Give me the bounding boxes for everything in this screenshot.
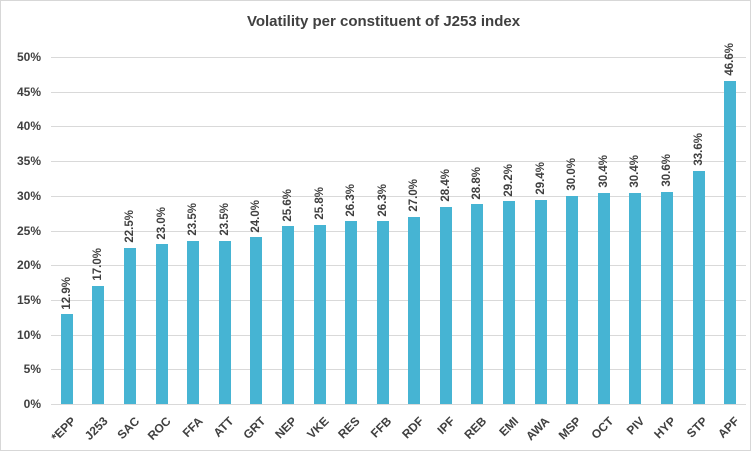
bar-res — [345, 221, 358, 404]
bar-epp — [60, 314, 73, 404]
bar-value-label: 17.0% — [92, 248, 105, 282]
bar-rdf — [408, 216, 421, 404]
x-axis-tick-label: OCT — [587, 414, 616, 442]
chart-title: Volatility per constituent of J253 index — [246, 13, 521, 30]
bar-stp — [692, 170, 705, 404]
x-axis-tick-label: ROC — [144, 414, 174, 443]
gridline — [51, 369, 746, 370]
gridline — [51, 126, 746, 127]
bar-emi — [503, 201, 516, 404]
bar-value-label: 23.5% — [218, 203, 231, 236]
bar-hyp — [661, 191, 674, 404]
bar-value-label: 28.4% — [439, 169, 452, 202]
x-axis-tick-label: ATT — [210, 414, 237, 440]
bar-nep — [281, 226, 294, 404]
y-axis-tick-label: 25% — [16, 224, 41, 238]
bar-ffa — [187, 240, 200, 404]
bar-piv — [629, 193, 642, 404]
bar-ipf — [439, 206, 452, 404]
x-axis-tick-label: REB — [461, 414, 490, 442]
bar-value-label: 46.6% — [724, 43, 737, 76]
bar-value-label: 29.2% — [503, 163, 516, 197]
x-axis-tick-label: NEP — [272, 414, 300, 442]
bar-reb — [471, 204, 484, 404]
bar-value-label: 30.0% — [566, 158, 579, 191]
bar-value-label: 30.6% — [661, 154, 674, 187]
bar-value-label: 26.3% — [376, 183, 389, 217]
x-axis-tick-label: SAC — [114, 414, 142, 442]
y-axis-tick-label: 0% — [23, 397, 41, 411]
bar-value-label: 12.9% — [60, 276, 73, 310]
bar-j253 — [92, 286, 105, 404]
bar-value-label: 29.4% — [534, 162, 547, 195]
x-axis-tick-label: J253 — [81, 414, 111, 443]
bar-sac — [123, 247, 136, 404]
x-axis-tick-label: VKE — [304, 414, 332, 442]
bar-value-label: 22.5% — [123, 210, 136, 243]
x-axis-tick-label: STP — [684, 414, 711, 441]
y-axis: 0% 5% 10% 15% 20% 25% 30% 35% 40% 45% 50% — [1, 50, 47, 411]
y-axis-tick-label: 30% — [16, 189, 41, 203]
bar-value-label: 30.4% — [629, 155, 642, 189]
y-axis-tick-label: 35% — [16, 154, 41, 168]
bar-value-label: 24.0% — [250, 199, 263, 233]
x-axis-tick-label: APF — [715, 414, 743, 441]
bar-vke — [313, 224, 326, 404]
bar-value-label: 25.8% — [313, 187, 326, 220]
bar-value-label: 23.0% — [155, 206, 168, 240]
x-axis-tick-label: MSP — [555, 414, 585, 443]
y-axis-tick-label: 45% — [16, 85, 41, 99]
gridline — [51, 335, 746, 336]
bar-ffb — [376, 221, 389, 404]
x-axis-tick-label: RDF — [398, 414, 427, 442]
x-axis-tick-label: RES — [335, 414, 364, 442]
x-axis-tick-label: GRT — [240, 414, 269, 442]
x-axis-tick-label: IPF — [434, 414, 458, 438]
gridline — [51, 231, 746, 232]
plot-area: 12.9% 17.0% 22.5% 23.0% 23.5% 23.5% 24.0% 25.6%… — [51, 43, 746, 405]
x-axis-tick-label: FFA — [179, 414, 206, 440]
gridline — [51, 300, 746, 301]
gridline — [51, 404, 746, 405]
bar-att — [218, 240, 231, 404]
bar-value-label: 27.0% — [408, 179, 421, 212]
gridline — [51, 92, 746, 93]
bar-value-label: 25.6% — [281, 188, 294, 222]
bar-msp — [566, 195, 579, 404]
gridline — [51, 57, 746, 58]
bar-value-label: 26.3% — [345, 183, 358, 217]
x-axis-tick-label: EMI — [496, 414, 522, 440]
x-axis-tick-label: *EPP — [48, 414, 79, 445]
gridline — [51, 265, 746, 266]
x-axis-tick-label: PIV — [623, 414, 648, 438]
x-axis: *EPP J253 SAC ROC FFA ATT GRT NEP VKE RES FFB RDF IP… — [48, 404, 746, 452]
y-axis-tick-label: 10% — [16, 328, 41, 342]
bar-value-label: 33.6% — [692, 133, 705, 166]
bar-grt — [250, 237, 263, 404]
x-axis-tick-label: HYP — [651, 414, 679, 442]
bar-awa — [534, 199, 547, 404]
y-axis-tick-label: 15% — [16, 293, 41, 307]
y-axis-tick-label: 50% — [16, 50, 41, 64]
y-axis-tick-label: 5% — [23, 362, 41, 376]
y-axis-tick-label: 20% — [16, 258, 41, 272]
gridline — [51, 196, 746, 197]
x-axis-tick-label: AWA — [523, 414, 553, 444]
bar-value-label: 23.5% — [187, 203, 200, 236]
bar-oct — [597, 193, 610, 404]
bar-value-label: 30.4% — [597, 155, 610, 189]
bar-roc — [155, 244, 168, 404]
bar-apf — [724, 80, 737, 404]
x-axis-tick-label: FFB — [368, 414, 395, 441]
gridline — [51, 161, 746, 162]
bar-value-label: 28.8% — [471, 166, 484, 200]
y-axis-tick-label: 40% — [16, 119, 41, 133]
